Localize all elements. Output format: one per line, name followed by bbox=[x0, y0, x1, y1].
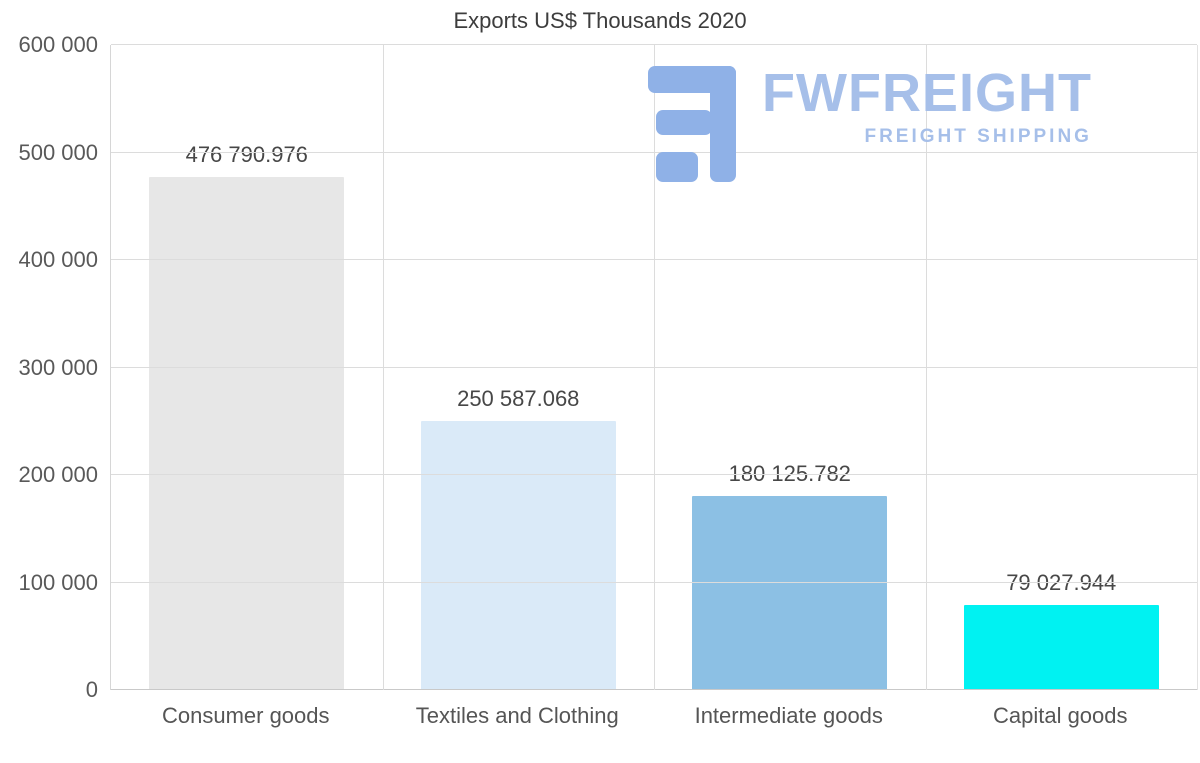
y-tick-label: 200 000 bbox=[18, 462, 98, 487]
bar-value-label: 250 587.068 bbox=[457, 385, 580, 411]
bar-value-label: 476 790.976 bbox=[185, 142, 308, 168]
y-tick-label: 100 000 bbox=[18, 569, 98, 595]
y-tick-label: 400 000 bbox=[18, 247, 98, 272]
x-tick-label-consumer-goods: Consumer goods bbox=[161, 703, 330, 728]
gridline-horizontal bbox=[111, 44, 1197, 45]
bar-column-intermediate-goods: 180 125.782 bbox=[654, 45, 926, 690]
bar-textiles-and-clothing[interactable] bbox=[420, 420, 616, 690]
gridline-vertical bbox=[925, 45, 927, 690]
bar-intermediate-goods[interactable] bbox=[692, 496, 888, 690]
x-tick-label-capital-goods: Capital goods bbox=[992, 703, 1128, 728]
x-axis: Consumer goods Textiles and Clothing Inter… bbox=[110, 703, 1196, 729]
y-axis: 0 100 000 200 000 300 000 400 000 500 000 600 … bbox=[0, 34, 98, 701]
bar-value-label: 180 125.782 bbox=[728, 461, 851, 487]
bar-consumer-goods[interactable] bbox=[149, 177, 345, 690]
y-tick-label: 300 000 bbox=[18, 354, 98, 380]
bars-container: 476 790.976 250 587.068 180 125.782 79 027.… bbox=[111, 45, 1197, 690]
bar-column-textiles-and-clothing: 250 587.068 bbox=[383, 45, 655, 690]
gridline-vertical bbox=[654, 45, 655, 690]
bar-capital-goods[interactable] bbox=[963, 605, 1159, 690]
y-tick-label: 600 000 bbox=[18, 32, 98, 57]
x-tick-label-intermediate-goods: Intermediate goods bbox=[694, 703, 883, 728]
y-tick-label: 500 000 bbox=[18, 139, 98, 165]
bar-value-label: 79 027.944 bbox=[1006, 570, 1117, 596]
y-tick-label: 0 bbox=[85, 677, 98, 702]
x-tick-label-textiles-and-clothing: Textiles and Clothing bbox=[415, 703, 619, 728]
chart-title: Exports US$ Thousands 2020 bbox=[453, 8, 747, 33]
bar-column-consumer-goods: 476 790.976 bbox=[111, 45, 383, 690]
bar-column-capital-goods: 79 027.944 bbox=[926, 45, 1198, 690]
gridline-vertical bbox=[382, 45, 384, 690]
plot-area: 476 790.976 250 587.068 180 125.782 79 027.… bbox=[110, 44, 1198, 690]
